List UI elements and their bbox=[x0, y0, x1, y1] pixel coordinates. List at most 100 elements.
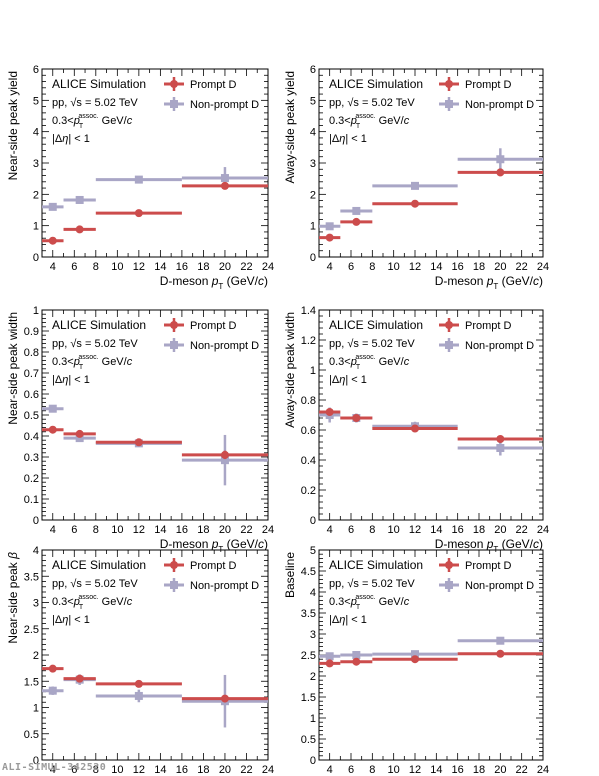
marker-circle bbox=[352, 657, 361, 666]
marker-circle bbox=[75, 674, 84, 683]
chart-panel-3: 4 6 8 10 12 14 16 18 20 22 2400.10.20.30.40.50.60.… bbox=[6, 305, 274, 554]
legend-label: Non-prompt D bbox=[465, 580, 534, 592]
data-point bbox=[340, 217, 373, 226]
y-tick-label: 2.5 bbox=[24, 624, 39, 636]
y-tick-label: 0 bbox=[33, 515, 39, 527]
annotation-pt-range: 0.3<pTassoc. GeV/c bbox=[329, 594, 410, 611]
legend-entry-non-prompt-d: Non-prompt D bbox=[439, 97, 534, 111]
legend-entry-non-prompt-d: Non-prompt D bbox=[164, 578, 259, 592]
x-tick-label: 14 bbox=[154, 524, 166, 536]
x-tick-label: 16 bbox=[452, 261, 464, 273]
x-tick-label: 14 bbox=[430, 764, 442, 776]
data-point bbox=[457, 649, 543, 658]
data-point bbox=[372, 655, 458, 664]
annotation-title: ALICE Simulation bbox=[52, 318, 146, 332]
marker-circle bbox=[134, 209, 143, 218]
annotation-pt-range: 0.3<pTassoc. GeV/c bbox=[52, 113, 133, 130]
y-tick-label: 4 bbox=[310, 587, 316, 599]
marker-square bbox=[220, 456, 229, 465]
x-tick-label: 8 bbox=[93, 261, 99, 273]
chart-panel-4: 4 6 8 10 12 14 16 18 20 22 24 0 0.2 0.4 0.6 0.8 1 1.2 1.4 A… bbox=[283, 305, 549, 554]
legend-label: Prompt D bbox=[465, 79, 512, 91]
annotation-energy: pp, √s = 5.02 TeV bbox=[329, 97, 415, 109]
x-tick-label: 18 bbox=[197, 764, 209, 776]
data-point bbox=[372, 181, 458, 190]
series-non-prompt-d bbox=[42, 404, 268, 486]
legend-marker-square bbox=[170, 581, 178, 589]
y-tick-label: 0.5 bbox=[301, 734, 316, 746]
legend-entry-prompt-d: Prompt D bbox=[439, 558, 512, 572]
y-tick-label: 3 bbox=[33, 158, 39, 170]
x-tick-label: 24 bbox=[537, 764, 549, 776]
y-tick-label: 3 bbox=[310, 629, 316, 641]
marker-circle bbox=[325, 659, 334, 668]
marker-circle bbox=[220, 450, 229, 459]
y-tick-label: 2 bbox=[33, 650, 39, 662]
x-tick-label: 6 bbox=[348, 261, 354, 273]
annotation-eta-range: |Δη| < 1 bbox=[329, 133, 367, 145]
legend-label: Prompt D bbox=[465, 320, 512, 332]
marker-square bbox=[352, 206, 361, 215]
y-tick-label: 4.5 bbox=[301, 566, 316, 578]
x-tick-label: 10 bbox=[388, 764, 400, 776]
y-tick-label: 2 bbox=[33, 189, 39, 201]
y-tick-label: 1 bbox=[33, 305, 39, 317]
legend-entry-non-prompt-d: Non-prompt D bbox=[164, 97, 259, 111]
y-tick-label: 0.1 bbox=[24, 494, 39, 506]
marker-circle bbox=[75, 429, 84, 438]
x-tick-label: 12 bbox=[409, 261, 421, 273]
y-tick-label: 1 bbox=[310, 713, 316, 725]
marker-circle bbox=[411, 655, 419, 664]
y-tick-label: 4 bbox=[33, 127, 39, 139]
x-tick-label: 8 bbox=[93, 524, 99, 536]
y-axis-label: Baseline bbox=[283, 552, 297, 598]
x-tick-label: 6 bbox=[348, 764, 354, 776]
marker-square bbox=[352, 651, 361, 659]
x-tick-label: 20 bbox=[219, 261, 231, 273]
legend-entry-non-prompt-d: Non-prompt D bbox=[439, 338, 534, 352]
x-tick-label: 18 bbox=[473, 524, 485, 536]
x-tick-label: 16 bbox=[176, 261, 188, 273]
marker-square bbox=[48, 404, 57, 413]
series-prompt-d bbox=[42, 664, 268, 703]
y-tick-label: 1.4 bbox=[301, 305, 316, 317]
y-tick-label: 0.4 bbox=[24, 431, 39, 443]
x-axis-label: D-meson pT (GeV/c) bbox=[435, 537, 543, 554]
legend-marker-circle bbox=[445, 80, 453, 88]
legend-marker-circle bbox=[170, 80, 178, 88]
legend-marker-circle bbox=[170, 321, 178, 329]
marker-circle bbox=[496, 435, 505, 443]
x-tick-label: 14 bbox=[154, 261, 166, 273]
data-point bbox=[95, 175, 182, 184]
x-tick-label: 14 bbox=[154, 764, 166, 776]
watermark-label: ALI-SIMUL-342520 bbox=[2, 762, 107, 773]
data-point bbox=[457, 636, 543, 645]
y-axis-label: Away-side peak width bbox=[283, 312, 297, 428]
y-tick-label: 0.9 bbox=[24, 326, 39, 338]
data-point bbox=[63, 195, 96, 204]
series-prompt-d bbox=[319, 168, 543, 242]
data-point bbox=[42, 425, 64, 434]
y-axis-label: Near-side peak β bbox=[6, 552, 20, 644]
chart-panel-5: 4 6 8 10 12 14 16 18 20 22 24 0 0.5 1 1.5 2 2.5 3 3.5 4 Near… bbox=[6, 545, 274, 776]
data-point bbox=[457, 435, 543, 443]
y-tick-label: 1 bbox=[310, 221, 316, 233]
annotation-pt-range: 0.3<pTassoc. GeV/c bbox=[52, 594, 133, 611]
x-tick-label: 6 bbox=[71, 524, 77, 536]
y-tick-label: 3.5 bbox=[301, 608, 316, 620]
y-tick-label: 0 bbox=[310, 515, 316, 527]
y-tick-label: 3 bbox=[310, 158, 316, 170]
x-tick-label: 6 bbox=[71, 261, 77, 273]
marker-circle bbox=[496, 168, 505, 177]
legend-label: Prompt D bbox=[190, 320, 237, 332]
x-tick-label: 24 bbox=[537, 524, 549, 536]
x-tick-label: 12 bbox=[133, 261, 145, 273]
y-tick-label: 0 bbox=[33, 755, 39, 767]
data-point bbox=[340, 651, 373, 659]
data-point bbox=[42, 236, 64, 245]
annotation-eta-range: |Δη| < 1 bbox=[329, 614, 367, 626]
x-tick-label: 8 bbox=[93, 764, 99, 776]
x-tick-label: 18 bbox=[197, 261, 209, 273]
data-point bbox=[181, 434, 268, 486]
